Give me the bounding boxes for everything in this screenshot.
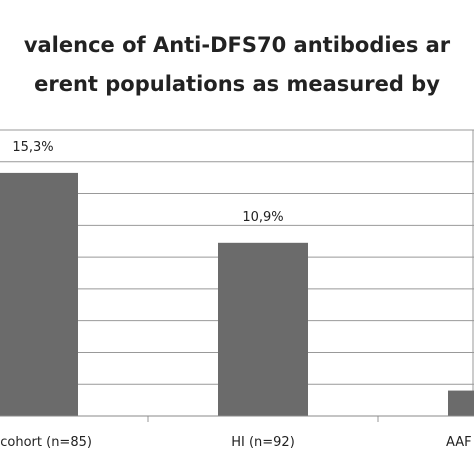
bar [218,242,308,416]
chart-title: erent populations as measured by [34,72,440,96]
value-label: 15,3% [12,140,53,155]
chart-title: valence of Anti-DFS70 antibodies ar [24,33,451,57]
x-tick-label: HI (n=92) [231,435,295,450]
x-tick-label: AAF [446,435,472,450]
bar [0,172,78,416]
x-tick-label: rral cohort (n=85) [0,435,92,450]
value-label: 10,9% [242,210,283,225]
bar [448,390,474,416]
